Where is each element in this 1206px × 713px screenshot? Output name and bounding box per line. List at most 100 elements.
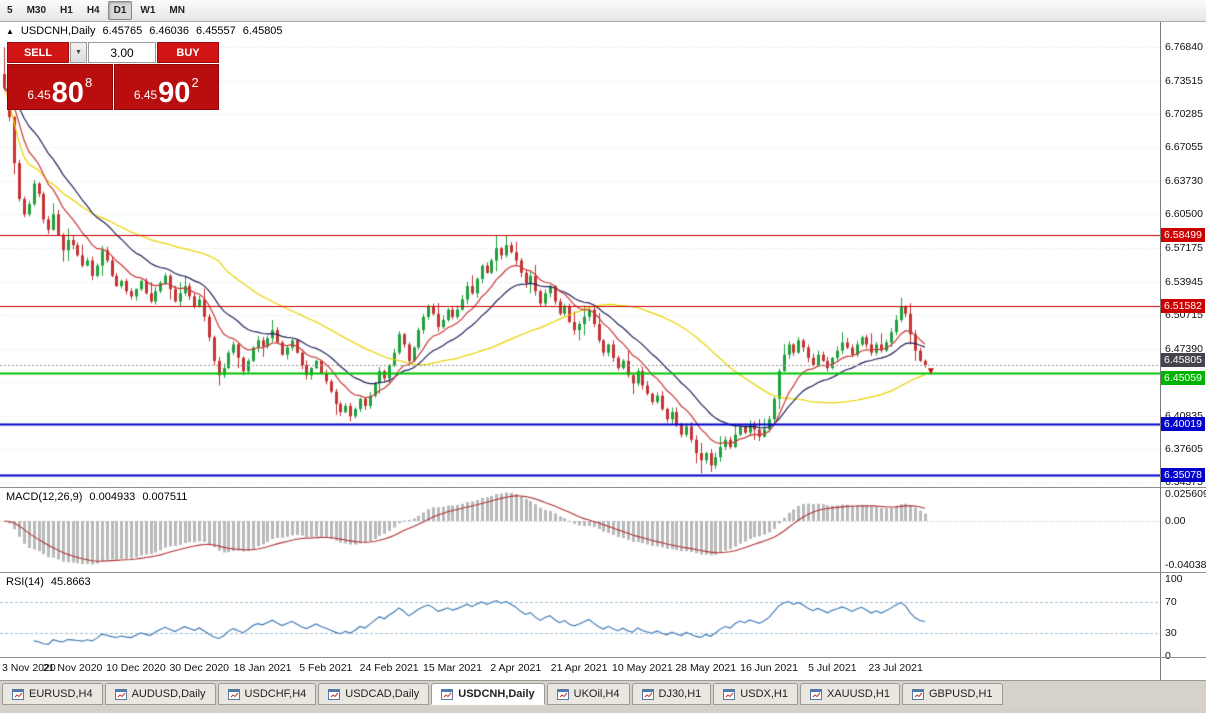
timeframe-button-m30[interactable]: M30 xyxy=(26,5,47,16)
date-label: 3 Nov 2020 xyxy=(2,662,56,674)
rsi-title: RSI(14) xyxy=(6,576,44,588)
sell-button[interactable]: SELL xyxy=(7,42,69,63)
chart-tab-icon xyxy=(441,688,454,700)
chart-tab-ukoil-h4[interactable]: UKOil,H4 xyxy=(546,683,630,705)
date-label: 18 Jan 2021 xyxy=(233,662,292,674)
time-axis[interactable]: 3 Nov 2020 21 Nov 2020 10 Dec 2020 30 Dec 2… xyxy=(0,658,1160,680)
chart-tab-usdx-h1[interactable]: USDX,H1 xyxy=(713,683,798,705)
panel-collapse-icon[interactable]: ▲ xyxy=(6,26,14,36)
chart-tab-usdchf-h4[interactable]: USDCHF,H4 xyxy=(217,683,317,705)
sell-price-box[interactable]: 6.45 80 8 xyxy=(7,64,113,110)
buy-button[interactable]: BUY xyxy=(157,42,219,63)
macd-indicator-label: MACD(12,26,9) 0.004933 0.007511 xyxy=(6,491,187,503)
chart-tab-icon xyxy=(328,688,341,700)
sell-price-prefix: 6.45 xyxy=(27,88,51,102)
chart-ohlc-header: ▲ USDCNH,Daily 6.45765 6.46036 6.45557 6… xyxy=(6,25,283,37)
chart-tab-usdcnh-daily[interactable]: USDCNH,Daily xyxy=(431,683,545,705)
price-level-badge: 6.51582 xyxy=(1161,298,1205,313)
date-label: 23 Jul 2021 xyxy=(868,662,923,674)
chart-tab-label: USDCHF,H4 xyxy=(244,688,307,700)
timeframe-button-h4[interactable]: H4 xyxy=(86,5,100,16)
macd-title: MACD(12,26,9) xyxy=(6,491,83,503)
chart-tab-label: USDX,H1 xyxy=(740,688,788,700)
date-label: 24 Feb 2021 xyxy=(359,662,419,674)
ohlc-close: 6.45805 xyxy=(242,25,283,37)
date-label: 21 Nov 2020 xyxy=(42,662,103,674)
ohlc-open: 6.45765 xyxy=(102,25,143,37)
volume-dropdown-button[interactable]: ▼ xyxy=(70,42,87,63)
price-level-badge: 6.45805 xyxy=(1161,352,1205,367)
timeframe-button-d1[interactable]: D1 xyxy=(107,1,133,20)
date-label: 28 May 2021 xyxy=(675,662,737,674)
price-axis[interactable]: 6.76840 6.73515 6.70285 6.67055 6.63730 6.605… xyxy=(1160,22,1206,680)
chart-tab-label: EURUSD,H4 xyxy=(29,688,93,700)
price-axis-label: 6.57175 xyxy=(1165,242,1203,255)
ohlc-high: 6.46036 xyxy=(149,25,190,37)
date-label: 10 Dec 2020 xyxy=(106,662,166,674)
time-axis-separator xyxy=(0,657,1206,658)
volume-input[interactable]: 3.00 xyxy=(88,42,156,63)
chart-tab-xauusd-h1[interactable]: XAUUSD,H1 xyxy=(799,683,900,705)
rsi-axis-label: 0 xyxy=(1165,650,1171,662)
date-label: 2 Apr 2021 xyxy=(490,662,542,674)
timeframe-button-h1[interactable]: H1 xyxy=(60,5,73,16)
chart-tab-dj30-h1[interactable]: DJ30,H1 xyxy=(631,683,712,705)
chart-tab-label: USDCAD,Daily xyxy=(345,688,420,700)
buy-price-pips: 90 xyxy=(158,77,191,110)
date-label: 21 Apr 2021 xyxy=(550,662,608,674)
buy-price-box[interactable]: 6.45 90 2 xyxy=(113,64,219,110)
chart-tab-gbpusd-h1[interactable]: GBPUSD,H1 xyxy=(901,683,1003,705)
timeframe-button-mn[interactable]: MN xyxy=(169,5,185,16)
price-level-badge: 6.35078 xyxy=(1161,467,1205,482)
rsi-panel-separator[interactable] xyxy=(0,572,1206,573)
macd-value-signal: 0.007511 xyxy=(142,491,188,503)
macd-axis-label: 0.00 xyxy=(1165,515,1186,527)
chart-tab-label: XAUUSD,H1 xyxy=(826,688,890,700)
chart-tabs-bar: EURUSD,H4 AUDUSD,Daily USDCHF,H4 USDCAD,Dai… xyxy=(0,680,1206,709)
rsi-canvas[interactable] xyxy=(0,573,1160,657)
price-axis-label: 6.63730 xyxy=(1165,175,1203,188)
date-label: 30 Dec 2020 xyxy=(169,662,230,674)
rsi-axis-label: 70 xyxy=(1165,596,1177,609)
price-axis-label: 6.70285 xyxy=(1165,108,1203,121)
chart-tab-icon xyxy=(641,688,654,700)
chart-tab-label: DJ30,H1 xyxy=(658,688,702,700)
ohlc-low: 6.45557 xyxy=(196,25,236,37)
macd-panel-separator[interactable] xyxy=(0,487,1206,488)
date-label: 15 Mar 2021 xyxy=(422,662,482,674)
buy-price-prefix: 6.45 xyxy=(133,88,158,102)
chart-tab-usdcad-daily[interactable]: USDCAD,Daily xyxy=(318,683,430,705)
sell-price-pips: 80 xyxy=(51,77,84,110)
chart-tab-icon xyxy=(723,688,736,700)
chart-tab-label: UKOil,H4 xyxy=(573,688,620,700)
price-axis-label: 6.67055 xyxy=(1165,141,1203,154)
rsi-axis-label: 100 xyxy=(1165,573,1183,585)
rsi-value: 45.8663 xyxy=(50,576,91,588)
price-level-badge: 6.40019 xyxy=(1161,417,1205,432)
timeframe-button-w1[interactable]: W1 xyxy=(140,5,156,16)
chart-tab-eurusd-h4[interactable]: EURUSD,H4 xyxy=(2,683,103,705)
chart-tab-icon xyxy=(227,688,240,700)
date-label: 5 Jul 2021 xyxy=(808,662,857,674)
chart-tab-icon xyxy=(911,688,924,700)
date-label: 5 Feb 2021 xyxy=(299,662,353,674)
timeframe-button-5[interactable]: 5 xyxy=(7,5,13,16)
chart-tab-audusd-daily[interactable]: AUDUSD,Daily xyxy=(104,683,216,705)
buy-price-pipette: 2 xyxy=(191,75,199,90)
one-click-trade-panel: SELL ▼ 3.00 BUY 6.45 80 8 6.45 90 2 xyxy=(7,42,219,110)
price-axis-label: 6.76840 xyxy=(1165,40,1203,53)
macd-axis-label: 0.025609 xyxy=(1165,488,1206,500)
chart-tab-icon xyxy=(12,688,24,700)
price-axis-label: 6.60500 xyxy=(1165,208,1203,221)
timeframe-toolbar: 5 M30 H1 H4 D1 W1 MN xyxy=(0,0,1206,22)
chart-tab-label: AUDUSD,Daily xyxy=(131,688,206,700)
chart-tab-label: GBPUSD,H1 xyxy=(928,688,993,700)
chart-tab-icon xyxy=(809,688,822,700)
chart-tab-icon xyxy=(114,688,127,700)
date-label: 10 May 2021 xyxy=(612,662,673,674)
macd-value-main: 0.004933 xyxy=(89,491,136,503)
rsi-indicator-label: RSI(14) 45.8663 xyxy=(6,576,91,588)
macd-canvas[interactable] xyxy=(0,488,1160,572)
macd-axis-label: -0.04038 xyxy=(1165,559,1206,572)
